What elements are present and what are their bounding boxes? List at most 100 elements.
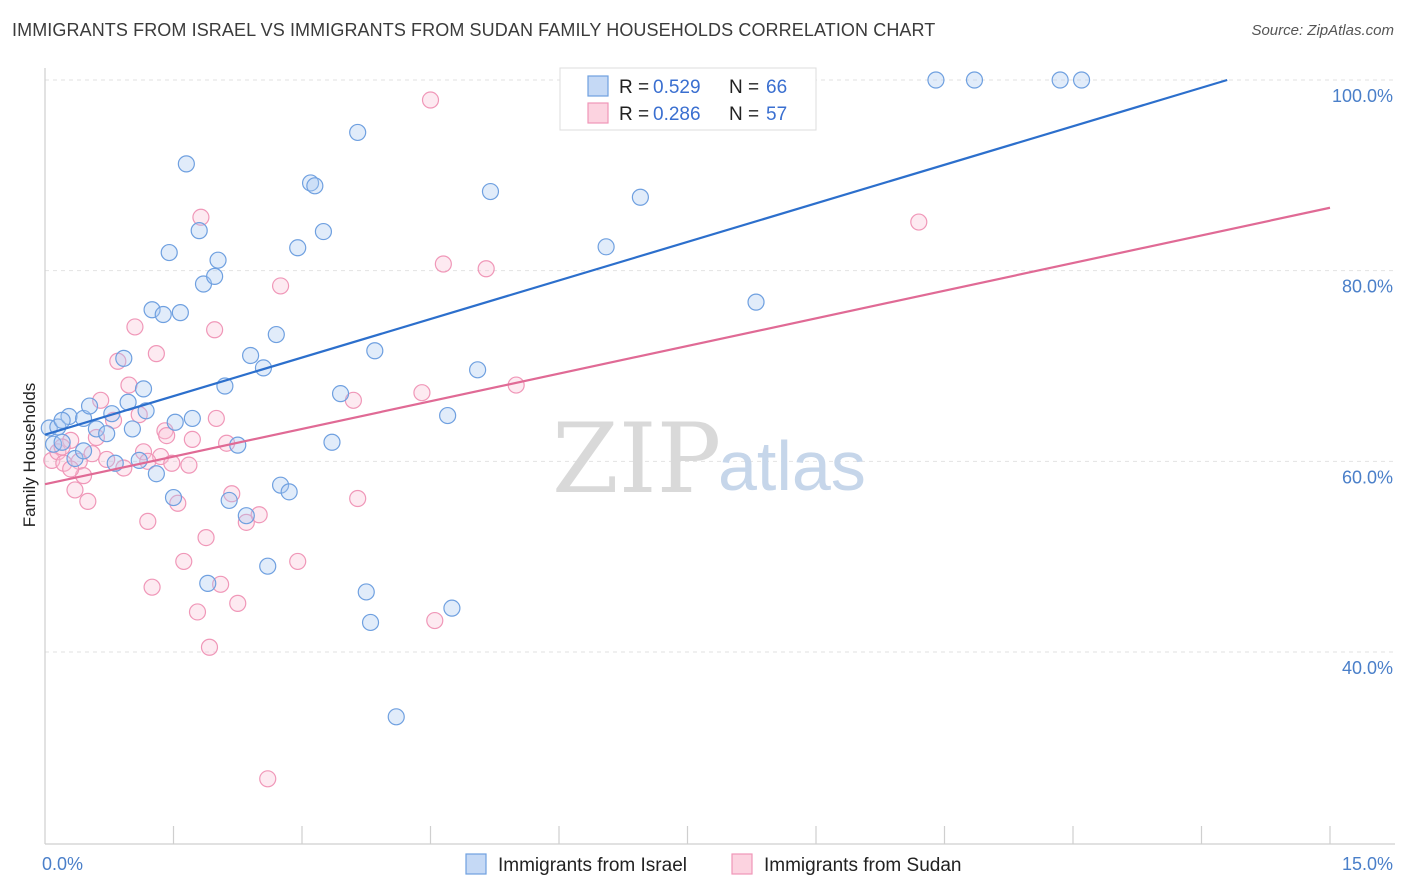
watermark-atlas: atlas — [718, 427, 866, 505]
legend-bottom-sudan-label: Immigrants from Sudan — [764, 855, 961, 876]
sudan-point — [98, 450, 116, 469]
sudan-point — [271, 277, 290, 295]
israel-point — [171, 304, 189, 322]
sudan-point — [250, 506, 268, 524]
legend-israel-r-label: R = — [619, 77, 649, 98]
sudan-point — [188, 603, 207, 621]
israel-point — [237, 507, 255, 525]
israel-point — [53, 433, 71, 451]
israel-point — [190, 222, 208, 240]
israel-point — [74, 442, 93, 460]
legend-bottom: Immigrants from Israel Immigrants from S… — [465, 853, 961, 876]
israel-point — [147, 465, 165, 483]
sudan-point — [477, 260, 495, 278]
israel-point — [1051, 71, 1069, 89]
israel-point — [160, 243, 178, 262]
legend-bottom-israel-label: Immigrants from Israel — [498, 855, 687, 876]
sudan-point — [139, 512, 157, 530]
legend-sudan-n-value: 57 — [766, 104, 787, 125]
sudan-point — [183, 430, 201, 449]
israel-point — [965, 71, 984, 89]
israel-point — [87, 420, 106, 438]
sudan-point — [206, 321, 224, 339]
legend-israel-swatch — [587, 75, 609, 97]
israel-point — [314, 222, 333, 241]
sudan-point — [200, 638, 219, 656]
sudan-point — [134, 443, 153, 461]
sudan-point — [207, 409, 225, 428]
israel-point — [242, 346, 260, 365]
israel-point — [631, 188, 649, 206]
israel-point — [331, 385, 350, 403]
sudan-point — [349, 489, 367, 508]
israel-point — [164, 488, 183, 507]
x-tick-label-max: 15.0% — [1342, 854, 1393, 874]
israel-point — [361, 613, 380, 632]
israel-point — [271, 476, 290, 494]
series-israel-points — [40, 71, 1091, 726]
source-label: Source: ZipAtlas.com — [1251, 22, 1394, 39]
israel-trend-line — [44, 78, 1228, 436]
sudan-point — [62, 460, 80, 478]
legend-bottom-sudan-swatch — [731, 853, 753, 875]
grid-lines — [45, 79, 1395, 653]
israel-point — [123, 420, 141, 438]
israel-point — [357, 583, 375, 601]
sudan-point — [147, 345, 165, 363]
israel-point — [481, 182, 500, 201]
y-tick-label: 80.0% — [1342, 277, 1393, 297]
sudan-point — [126, 318, 144, 336]
sudan-point — [421, 91, 440, 109]
israel-point — [927, 71, 945, 89]
y-tick-label: 100.0% — [1332, 86, 1393, 106]
trend-lines — [44, 78, 1331, 486]
sudan-point — [229, 594, 247, 612]
watermark-zip: ZIP — [552, 403, 721, 515]
israel-point — [387, 708, 405, 726]
legend-israel-n-value: 66 — [766, 77, 787, 98]
sudan-point — [180, 456, 198, 474]
israel-point — [177, 155, 195, 173]
y-tick-labels: 40.0% 60.0% 80.0% 100.0% — [1332, 86, 1393, 678]
israel-point — [154, 305, 172, 324]
israel-point — [349, 123, 367, 142]
israel-point — [206, 267, 224, 285]
israel-point — [229, 436, 247, 454]
sudan-point — [289, 552, 307, 571]
israel-point — [267, 325, 285, 344]
israel-point — [306, 177, 324, 195]
israel-point — [80, 397, 99, 415]
legend-sudan-r-value: 0.286 — [653, 104, 701, 125]
legend-israel-n-label: N = — [729, 77, 759, 98]
israel-point — [1072, 71, 1091, 89]
israel-point — [280, 483, 298, 501]
chart-title: IMMIGRANTS FROM ISRAEL VS IMMIGRANTS FRO… — [12, 20, 936, 40]
sudan-point — [413, 384, 431, 402]
israel-point — [115, 349, 133, 367]
israel-point — [469, 361, 487, 379]
sudan-trend-line — [44, 206, 1331, 486]
y-tick-label: 60.0% — [1342, 467, 1393, 487]
sudan-point — [212, 575, 230, 593]
israel-point — [134, 380, 153, 398]
sudan-point — [175, 552, 193, 571]
legend-bottom-israel-swatch — [465, 853, 487, 875]
sudan-point — [910, 213, 928, 231]
israel-point — [143, 301, 161, 319]
sudan-point — [259, 770, 277, 788]
watermark: ZIP atlas — [552, 403, 866, 515]
israel-point — [747, 293, 765, 311]
israel-point — [366, 342, 384, 360]
israel-point — [199, 574, 217, 592]
israel-point — [166, 413, 184, 431]
sudan-point — [192, 208, 210, 226]
israel-point — [597, 238, 615, 256]
sudan-point — [120, 376, 138, 394]
sudan-point — [158, 426, 176, 445]
israel-point — [254, 359, 273, 377]
x-tick-label-min: 0.0% — [42, 854, 83, 874]
israel-point — [137, 402, 155, 420]
sudan-point — [66, 481, 84, 499]
israel-point — [439, 406, 457, 425]
legend-sudan-n-label: N = — [729, 104, 759, 125]
